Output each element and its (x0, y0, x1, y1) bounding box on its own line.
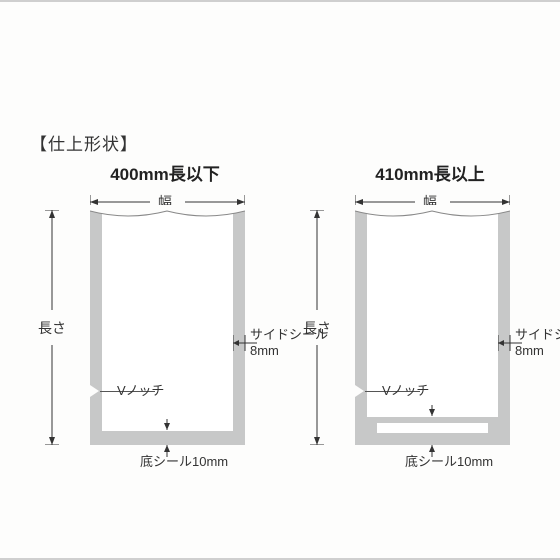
bottom-seal-arrow-right (425, 405, 439, 457)
label-length-r: 長さ (303, 318, 331, 338)
figure-right: 幅 長さ Vノッチ サイドシール 8mm (310, 195, 530, 465)
panel-right-title: 410mm長以上 (310, 160, 550, 185)
panel-right: 410mm長以上 幅 長さ Vノッチ (310, 160, 550, 465)
panel-left-title: 400mm長以下 (45, 160, 285, 185)
label-vnotch: Vノッチ (117, 380, 164, 399)
vnotch-right (355, 385, 364, 397)
label-side-seal-r: サイドシール 8mm (515, 327, 560, 358)
bag-opening-right (355, 205, 510, 223)
page-top-border (0, 0, 560, 2)
panel-left: 400mm長以下 幅 長さ Vノ (45, 160, 285, 465)
figure-left: 幅 長さ Vノッチ サイドシール (45, 195, 265, 465)
label-side-seal-l2: 8mm (250, 343, 279, 358)
vnotch-left (90, 385, 99, 397)
label-bottom-seal: 底シール10mm (140, 451, 228, 470)
label-side-seal-r-l1: サイドシール (515, 327, 560, 342)
section-title: 【仕上形状】 (30, 130, 138, 155)
label-vnotch-r: Vノッチ (382, 380, 429, 399)
label-side-seal-r-l2: 8mm (515, 343, 544, 358)
label-bottom-seal-r: 底シール10mm (405, 451, 493, 470)
bag-opening-left (90, 205, 245, 223)
label-length: 長さ (38, 318, 66, 338)
